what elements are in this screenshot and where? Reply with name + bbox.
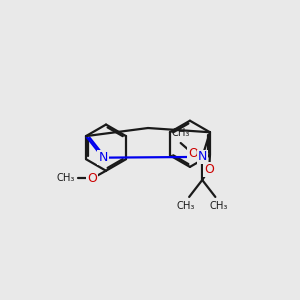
- Text: N: N: [198, 150, 207, 164]
- Text: CH₃: CH₃: [176, 201, 194, 211]
- Text: O: O: [204, 163, 214, 176]
- Text: CH₃: CH₃: [56, 173, 74, 184]
- Text: O: O: [188, 147, 198, 160]
- Text: O: O: [87, 172, 97, 185]
- Text: CH₃: CH₃: [172, 128, 190, 138]
- Text: N: N: [98, 151, 108, 164]
- Text: CH₃: CH₃: [210, 201, 228, 211]
